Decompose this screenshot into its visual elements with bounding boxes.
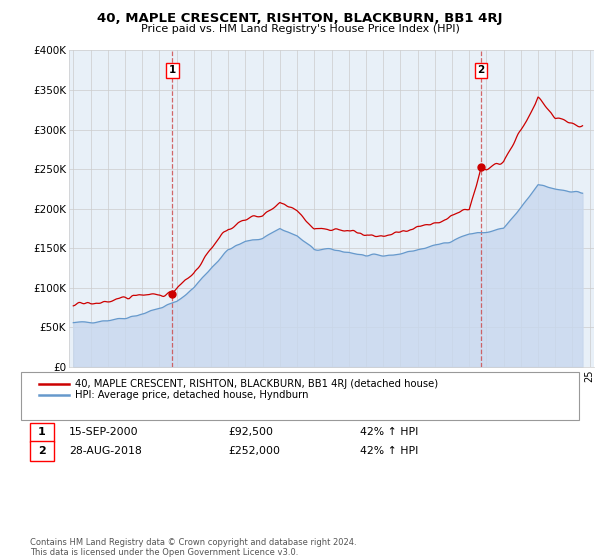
- Text: 15-SEP-2000: 15-SEP-2000: [69, 427, 139, 437]
- Text: 40, MAPLE CRESCENT, RISHTON, BLACKBURN, BB1 4RJ (detached house): 40, MAPLE CRESCENT, RISHTON, BLACKBURN, …: [75, 379, 438, 389]
- Text: 28-AUG-2018: 28-AUG-2018: [69, 446, 142, 456]
- Text: Contains HM Land Registry data © Crown copyright and database right 2024.
This d: Contains HM Land Registry data © Crown c…: [30, 538, 356, 557]
- Text: HPI: Average price, detached house, Hyndburn: HPI: Average price, detached house, Hynd…: [75, 390, 308, 400]
- Text: 2: 2: [38, 446, 46, 456]
- Text: £92,500: £92,500: [228, 427, 273, 437]
- Text: 42% ↑ HPI: 42% ↑ HPI: [360, 446, 418, 456]
- Text: 1: 1: [38, 427, 46, 437]
- Text: 42% ↑ HPI: 42% ↑ HPI: [360, 427, 418, 437]
- Text: Price paid vs. HM Land Registry's House Price Index (HPI): Price paid vs. HM Land Registry's House …: [140, 24, 460, 34]
- Text: 40, MAPLE CRESCENT, RISHTON, BLACKBURN, BB1 4RJ: 40, MAPLE CRESCENT, RISHTON, BLACKBURN, …: [97, 12, 503, 25]
- Text: 2: 2: [477, 65, 484, 75]
- Text: £252,000: £252,000: [228, 446, 280, 456]
- Text: 1: 1: [169, 65, 176, 75]
